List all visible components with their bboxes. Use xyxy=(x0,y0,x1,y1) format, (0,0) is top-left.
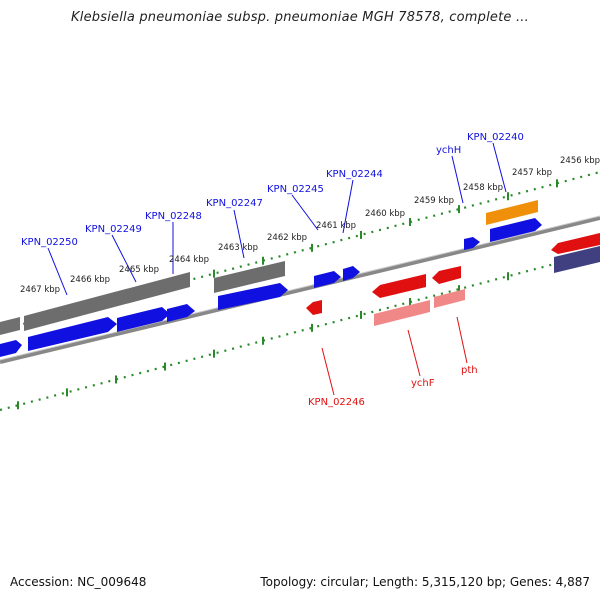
tick-label-2466: 2466 kbp xyxy=(70,275,110,285)
blue-gene-3[interactable] xyxy=(117,307,170,332)
gene-label-kpn02248[interactable]: KPN_02248 xyxy=(145,211,202,222)
top-gene-labels: KPN_02240 ychH KPN_02244 KPN_02245 KPN_0… xyxy=(21,132,524,248)
red-gene-3[interactable] xyxy=(432,266,461,284)
leader-kpn02244 xyxy=(342,179,354,234)
tick-label-2465: 2465 kbp xyxy=(119,265,159,275)
orange-gene[interactable] xyxy=(486,200,538,225)
gene-label-pth[interactable]: pth xyxy=(461,365,478,376)
blue-gene-1[interactable] xyxy=(0,340,22,357)
gene-label-ychh[interactable]: ychH xyxy=(436,145,461,156)
genome-backbone xyxy=(0,215,600,364)
backbone-highlight xyxy=(0,215,600,361)
tick-label-2458: 2458 kbp xyxy=(463,183,503,193)
blue-gene-7[interactable] xyxy=(343,266,360,281)
tick-label-2460: 2460 kbp xyxy=(365,209,405,219)
reverse-gene-track xyxy=(306,233,600,326)
leader-kpn02249 xyxy=(111,234,137,283)
gene-label-kpn02246[interactable]: KPN_02246 xyxy=(308,397,365,408)
gray-gene-1[interactable] xyxy=(0,317,20,335)
pink-gene-1[interactable] xyxy=(374,300,430,326)
gene-label-kpn02249[interactable]: KPN_02249 xyxy=(85,224,142,235)
tick-label-2464: 2464 kbp xyxy=(169,255,209,265)
leader-kpn02240 xyxy=(492,142,507,193)
blue-gene-6[interactable] xyxy=(314,271,341,288)
gene-label-kpn02245[interactable]: KPN_02245 xyxy=(267,184,324,195)
position-labels: 2456 kbp 2457 kbp 2458 kbp 2459 kbp 2460… xyxy=(20,156,600,295)
leader-ychf xyxy=(407,329,421,377)
tick-label-2462: 2462 kbp xyxy=(267,233,307,243)
tick-label-2456: 2456 kbp xyxy=(560,156,600,166)
blue-gene-9[interactable] xyxy=(490,218,542,242)
gene-label-kpn02244[interactable]: KPN_02244 xyxy=(326,169,383,180)
gene-label-kpn02240[interactable]: KPN_02240 xyxy=(467,132,524,143)
pink-gene-2[interactable] xyxy=(434,289,465,308)
red-gene-2[interactable] xyxy=(372,274,426,298)
tick-label-2457: 2457 kbp xyxy=(512,168,552,178)
leader-kpn02250 xyxy=(47,247,68,296)
red-gene-1[interactable] xyxy=(306,300,322,315)
accession-text: Accession: NC_009648 xyxy=(10,575,147,589)
gray-gene-track xyxy=(0,261,285,335)
gene-label-kpn02250[interactable]: KPN_02250 xyxy=(21,237,78,248)
forward-gene-track xyxy=(0,218,542,357)
purple-gene[interactable] xyxy=(554,246,600,273)
gray-gene-2[interactable] xyxy=(24,272,190,331)
blue-gene-2[interactable] xyxy=(28,317,117,351)
leader-kpn02246 xyxy=(321,347,335,396)
leader-pth xyxy=(456,316,468,364)
tick-label-2461: 2461 kbp xyxy=(316,221,356,231)
tick-label-2459: 2459 kbp xyxy=(414,196,454,206)
red-gene-4[interactable] xyxy=(551,233,600,254)
blue-gene-4[interactable] xyxy=(167,304,195,322)
blue-gene-8[interactable] xyxy=(464,237,480,250)
gray-gene-3[interactable] xyxy=(214,261,285,293)
map-title: Klebsiella pneumoniae subsp. pneumoniae … xyxy=(71,10,529,25)
lower-tick-track xyxy=(0,250,600,412)
tick-label-2463: 2463 kbp xyxy=(218,243,258,253)
label-leaders xyxy=(47,142,507,396)
summary-text: Topology: circular; Length: 5,315,120 bp… xyxy=(260,575,590,589)
leader-kpn02247 xyxy=(233,209,245,259)
blue-gene-5[interactable] xyxy=(218,283,288,310)
leader-ychh xyxy=(451,155,464,204)
gene-label-ychf[interactable]: ychF xyxy=(411,378,435,389)
leader-kpn02245 xyxy=(291,194,319,231)
backbone-line xyxy=(0,216,600,364)
tick-label-2467: 2467 kbp xyxy=(20,285,60,295)
gene-label-kpn02247[interactable]: KPN_02247 xyxy=(206,198,263,209)
bottom-gene-labels: KPN_02246 ychF pth xyxy=(308,365,478,408)
